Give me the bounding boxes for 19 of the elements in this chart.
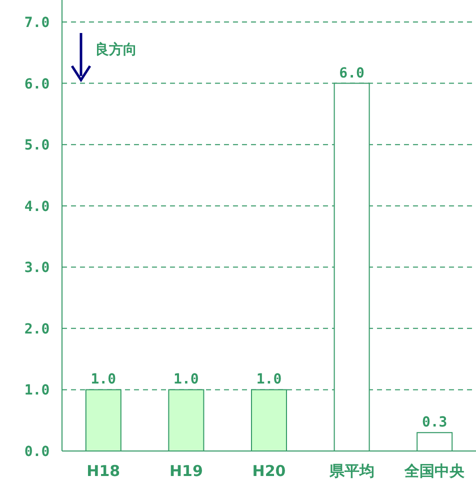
x-tick-label: H18: [86, 462, 120, 480]
y-tick-label: 4.0: [24, 198, 50, 215]
x-tick-label: H20: [252, 462, 286, 480]
annotation: 良方向: [95, 41, 137, 58]
y-tick-label: 7.0: [24, 15, 50, 31]
x-tick-label: 県平均: [328, 462, 374, 480]
y-tick-label: 3.0: [24, 260, 50, 276]
data-label: 1.0: [90, 372, 116, 388]
data-label: 0.3: [422, 414, 448, 431]
y-tick-label: 2.0: [24, 321, 50, 338]
y-tick-label: 5.0: [24, 138, 50, 154]
y-tick-label: 1.0: [24, 382, 50, 399]
data-label: 1.0: [174, 372, 199, 388]
data-label: 6.0: [339, 65, 364, 82]
y-tick-label: 6.0: [24, 76, 50, 92]
y-tick-label: 0.0: [24, 444, 50, 460]
data-label: 1.0: [256, 372, 282, 388]
x-tick-label: 全国中央: [404, 462, 466, 480]
x-tick-label: H19: [169, 462, 203, 480]
